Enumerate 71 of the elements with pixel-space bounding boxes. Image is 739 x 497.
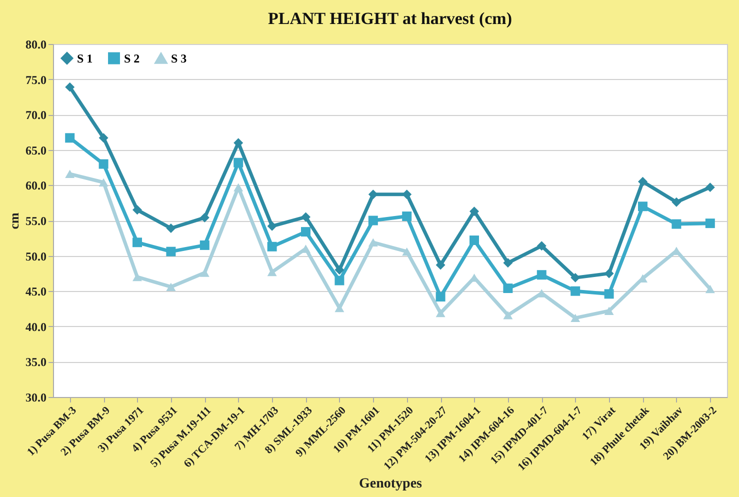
point: [570, 314, 580, 322]
point: [604, 289, 614, 299]
point: [470, 236, 479, 246]
point: [672, 219, 682, 229]
point: [436, 308, 446, 318]
point: [98, 133, 108, 143]
legend-label: S 2: [124, 51, 140, 66]
point: [65, 170, 75, 178]
point: [200, 240, 210, 250]
point: [368, 238, 378, 246]
point: [368, 190, 378, 200]
point: [98, 178, 108, 186]
point: [638, 202, 648, 212]
point: [402, 212, 412, 222]
point: [536, 241, 546, 251]
point: [503, 310, 513, 320]
y-tick-label: 80.0: [26, 38, 46, 52]
point: [267, 242, 277, 252]
point: [436, 260, 446, 270]
point: [705, 182, 715, 192]
point: [301, 212, 310, 222]
legend-label: S 3: [171, 52, 187, 66]
point: [334, 265, 344, 275]
point: [334, 304, 344, 312]
point: [604, 306, 614, 315]
legend-label: S 1: [77, 51, 93, 66]
point: [301, 227, 310, 237]
point: [672, 197, 682, 207]
y-tick-label: 60.0: [26, 178, 46, 193]
y-tick-label: 40.0: [26, 320, 46, 334]
point: [402, 190, 412, 200]
y-tick-label: 65.0: [26, 143, 46, 158]
y-axis-title: cm: [6, 212, 22, 230]
point: [166, 246, 176, 256]
point: [436, 292, 446, 302]
point: [368, 216, 378, 226]
y-tick-label: 50.0: [26, 249, 46, 264]
point: [638, 176, 648, 186]
point: [98, 159, 108, 169]
point: [536, 270, 546, 280]
y-tick-label: 55.0: [26, 214, 46, 228]
point: [705, 218, 715, 228]
x-axis-title: Genotypes: [359, 476, 423, 492]
point: [65, 82, 75, 92]
point: [132, 238, 142, 248]
chart-title: PLANT HEIGHT at harvest (cm): [268, 9, 512, 28]
point: [200, 212, 210, 222]
point: [234, 138, 244, 148]
point: [570, 286, 580, 296]
point: [267, 221, 277, 231]
point: [503, 284, 513, 294]
y-tick-label: 70.0: [26, 108, 46, 122]
point: [166, 224, 176, 234]
point: [132, 205, 142, 215]
point: [200, 268, 210, 277]
point: [503, 258, 513, 268]
point: [234, 158, 244, 168]
y-tick-label: 30.0: [26, 390, 46, 404]
point: [604, 268, 614, 278]
y-tick-label: 75.0: [26, 72, 46, 87]
point: [570, 272, 580, 282]
y-tick-label: 35.0: [26, 355, 46, 370]
point: [470, 206, 479, 216]
point: [705, 284, 715, 294]
point: [402, 247, 412, 256]
y-tick-label: 45.0: [26, 284, 46, 299]
point: [267, 268, 277, 276]
point: [65, 133, 75, 143]
point: [334, 276, 344, 286]
point: [166, 282, 176, 291]
point: [234, 183, 244, 192]
